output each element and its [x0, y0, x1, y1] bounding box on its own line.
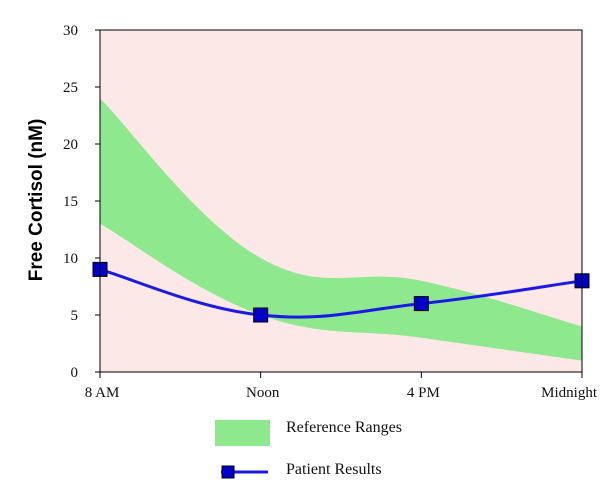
legend-reference-label: Reference Ranges: [286, 419, 402, 436]
y-tick-label: 15: [63, 194, 78, 210]
y-tick-label: 5: [71, 308, 79, 324]
x-tick-label: Midnight: [541, 385, 598, 401]
y-tick-label: 20: [63, 137, 78, 153]
x-tick-label: 8 AM: [85, 385, 120, 401]
patient-marker-1: [253, 307, 269, 323]
patient-results-line: [99, 267, 583, 319]
legend: Reference Ranges Patient Results: [215, 419, 402, 479]
y-tick-label: 25: [63, 80, 78, 96]
reference-range-band: [100, 98, 582, 361]
y-tick-label: 30: [63, 23, 78, 39]
legend-patient-label: Patient Results: [286, 461, 382, 478]
y-axis: 0 5 10 15 20 25 30: [63, 23, 101, 381]
y-tick-label: 10: [63, 251, 78, 267]
patient-marker-2: [413, 296, 429, 312]
x-tick-label: Noon: [246, 385, 280, 401]
y-axis-label: Free Cortisol (nM): [26, 119, 47, 282]
x-axis: 8 AM Noon 4 PM Midnight: [85, 371, 598, 401]
legend-reference-swatch: [215, 420, 270, 446]
y-tick-label: 0: [71, 365, 79, 381]
legend-patient-marker: [221, 465, 235, 479]
x-tick-label: 4 PM: [407, 385, 440, 401]
